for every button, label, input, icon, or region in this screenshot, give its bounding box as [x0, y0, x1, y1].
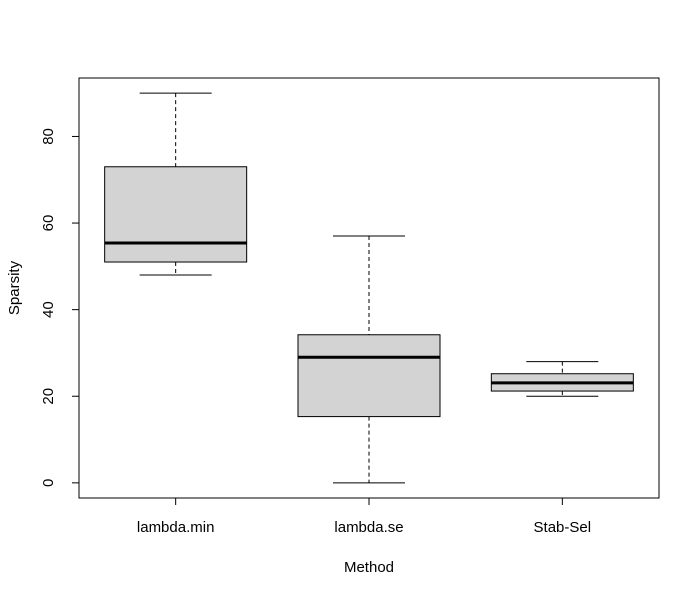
box-lambda.se — [297, 235, 441, 484]
y-tick-label-20: 20 — [40, 388, 57, 405]
iqr-box-lambda.se — [297, 334, 441, 418]
y-tick-label-80: 80 — [40, 128, 57, 145]
x-tick-label-lambda.se: lambda.se — [334, 519, 403, 536]
y-tick-label-0: 0 — [40, 479, 57, 487]
y-tick-label-40: 40 — [40, 301, 57, 318]
y-axis: 0 20 40 60 80 — [40, 128, 80, 487]
x-axis: lambda.min lambda.se Stab-Sel — [137, 497, 592, 536]
y-tick-label-60: 60 — [40, 215, 57, 232]
box-lambda.min — [104, 92, 248, 276]
boxes-group — [104, 92, 634, 484]
x-axis-label: Method — [344, 559, 394, 576]
x-tick-label-lambda.min: lambda.min — [137, 519, 215, 536]
y-axis-label: Sparsity — [6, 260, 23, 315]
box-Stab-Sel — [490, 361, 634, 397]
x-tick-label-Stab-Sel: Stab-Sel — [534, 519, 592, 536]
iqr-box-lambda.min — [104, 166, 248, 263]
